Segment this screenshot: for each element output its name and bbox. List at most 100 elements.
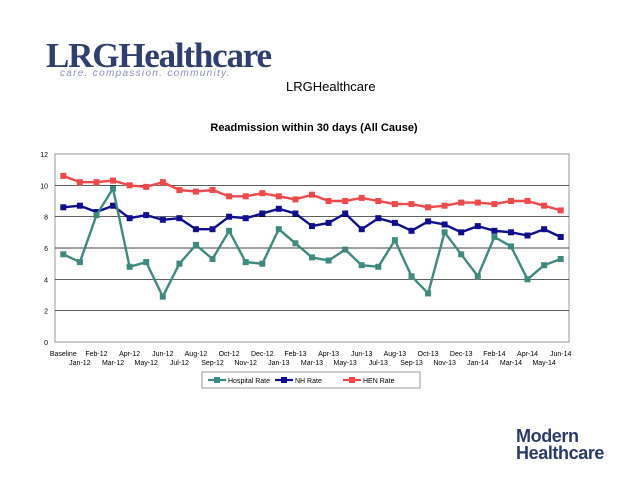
data-point xyxy=(391,237,398,244)
data-point xyxy=(474,199,481,206)
data-point xyxy=(391,219,398,226)
footer-logo-line2: Healthcare xyxy=(516,443,605,463)
data-point xyxy=(541,202,548,209)
data-point xyxy=(557,256,564,262)
data-point xyxy=(441,229,448,236)
x-tick-label: Apr-13 xyxy=(318,351,339,358)
data-point xyxy=(275,193,282,200)
data-point xyxy=(110,177,116,184)
data-point xyxy=(491,227,498,234)
x-tick-label: Baseline xyxy=(50,351,77,358)
data-point xyxy=(60,204,67,211)
data-point xyxy=(176,260,183,267)
data-point xyxy=(275,205,282,212)
data-point xyxy=(93,212,100,219)
x-tick-label: May-13 xyxy=(333,360,356,367)
logo-tagline: care. compassion. community. xyxy=(60,68,231,79)
legend: Hospital Rate NH Rate HEN Rate xyxy=(208,377,395,385)
data-point xyxy=(159,179,166,186)
data-point xyxy=(342,198,349,204)
data-point xyxy=(474,223,481,230)
data-point xyxy=(458,199,465,206)
data-point xyxy=(358,194,365,201)
data-point xyxy=(508,229,514,236)
data-point xyxy=(93,179,100,186)
x-tick-label: Nov-12 xyxy=(234,360,257,367)
data-point xyxy=(557,234,564,240)
legend-item: HEN Rate xyxy=(343,377,395,385)
x-tick-label: May-14 xyxy=(532,360,555,367)
data-point xyxy=(309,191,315,198)
data-point xyxy=(242,215,249,222)
data-point xyxy=(192,241,199,248)
chart-title: Readmission within 30 days (All Cause) xyxy=(210,122,418,134)
x-tick-label: Jun-13 xyxy=(351,351,373,358)
data-point xyxy=(209,256,216,262)
data-point xyxy=(491,201,498,208)
y-tick-label: 2 xyxy=(44,309,48,316)
data-point xyxy=(159,293,166,300)
x-tick-label: Jan-13 xyxy=(268,360,290,367)
x-tick-label: Apr-12 xyxy=(119,351,140,358)
data-point xyxy=(342,246,349,253)
x-tick-label: Jul-12 xyxy=(170,360,189,367)
data-point xyxy=(524,276,531,283)
x-tick-label: Sep-12 xyxy=(201,360,224,367)
data-point xyxy=(524,232,531,239)
series-hospital-rate xyxy=(60,185,564,300)
data-point xyxy=(93,209,100,215)
data-point xyxy=(259,260,266,267)
data-point xyxy=(242,193,249,200)
x-tick-label: Nov-13 xyxy=(433,360,456,367)
logo-wordmark: LRGHealthcare xyxy=(46,36,272,75)
data-point xyxy=(176,187,183,193)
data-point xyxy=(76,202,83,209)
data-point xyxy=(408,273,415,280)
data-point xyxy=(192,188,199,195)
x-tick-label: Jun-12 xyxy=(152,351,174,358)
slide-title: LRGHealthcare xyxy=(286,79,376,94)
x-axis-ticks: Baseline Jan-12 Feb-12 Mar-12 Apr-12 May-12 Ju… xyxy=(50,351,572,367)
y-tick-label: 12 xyxy=(40,152,48,159)
x-tick-label: Aug-13 xyxy=(384,351,407,358)
x-tick-label: Aug-12 xyxy=(185,351,208,358)
y-tick-label: 10 xyxy=(40,183,48,190)
data-point xyxy=(76,259,83,266)
data-point xyxy=(325,198,332,204)
series-nh-rate xyxy=(60,202,564,240)
x-tick-label: Mar-13 xyxy=(301,360,323,367)
data-point xyxy=(292,240,299,247)
x-tick-label: Jul-13 xyxy=(369,360,388,367)
y-tick-label: 6 xyxy=(44,246,48,253)
x-tick-label: Feb-12 xyxy=(85,351,107,358)
lrghealthcare-logo: LRGHealthcare care. compassion. communit… xyxy=(46,38,272,84)
data-point xyxy=(408,201,415,208)
data-point xyxy=(226,227,233,234)
x-tick-label: Jan-14 xyxy=(467,360,489,367)
data-point xyxy=(441,221,448,228)
data-point xyxy=(60,172,67,179)
data-point xyxy=(126,263,133,270)
data-point xyxy=(143,183,150,190)
data-point xyxy=(375,215,382,222)
legend-label: Hospital Rate xyxy=(228,378,270,385)
data-point xyxy=(325,257,332,264)
y-axis-ticks: 0 2 4 6 8 10 12 xyxy=(40,152,48,347)
data-point xyxy=(143,259,150,266)
data-point xyxy=(126,182,133,189)
data-point xyxy=(192,226,199,233)
x-tick-label: Dec-13 xyxy=(450,351,473,358)
data-point xyxy=(242,259,249,266)
x-tick-label: Mar-12 xyxy=(102,360,124,367)
legend-marker xyxy=(214,377,220,383)
legend-label: NH Rate xyxy=(295,378,322,385)
x-tick-label: Jun-14 xyxy=(550,351,572,358)
data-point xyxy=(508,198,514,204)
series-hen-rate xyxy=(60,172,564,214)
data-point xyxy=(425,204,432,211)
x-tick-label: Mar-14 xyxy=(500,360,522,367)
data-point xyxy=(524,198,531,204)
data-point xyxy=(110,185,116,192)
data-point xyxy=(226,193,233,200)
data-point xyxy=(325,219,332,226)
